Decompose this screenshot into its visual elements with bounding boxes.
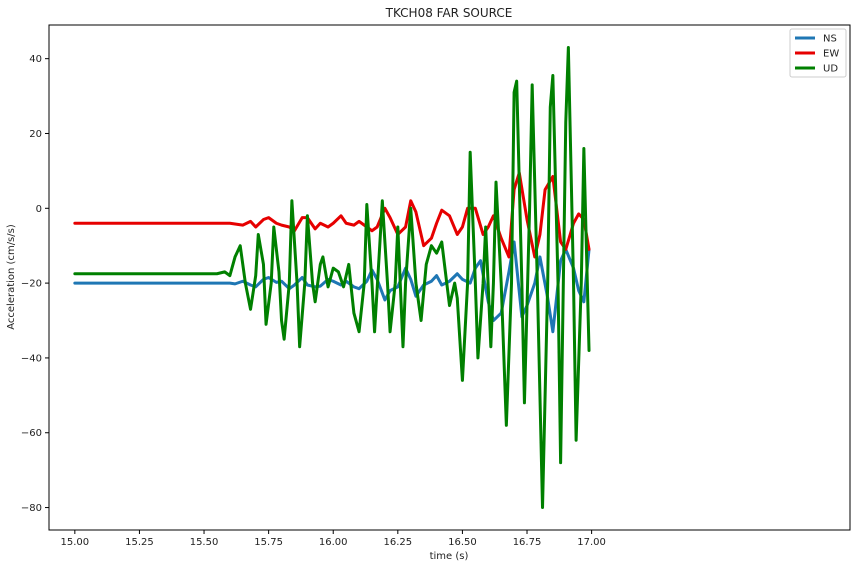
plot-frame	[48, 24, 851, 531]
chart-title: TKCH08 FAR SOURCE	[385, 6, 513, 20]
series-lines	[73, 45, 591, 510]
y-tick-label: 40	[29, 54, 42, 65]
y-tick-label: 0	[36, 204, 42, 215]
y-tick-label: −60	[21, 428, 42, 439]
series-line-ew	[73, 171, 591, 259]
legend-label-ns: NS	[823, 34, 837, 45]
legend-box	[789, 28, 847, 78]
x-tick-label: 17.00	[577, 537, 606, 548]
x-axis-label: time (s)	[430, 551, 469, 562]
legend-label-ud: UD	[823, 64, 838, 75]
x-tick-label: 16.25	[384, 537, 413, 548]
legend-label-ew: EW	[823, 49, 839, 60]
series-line-ns	[73, 240, 591, 334]
x-tick-label: 16.50	[448, 537, 477, 548]
x-tick-label: 15.75	[254, 537, 283, 548]
x-tick-label: 15.50	[190, 537, 219, 548]
x-axis-ticks: 15.00 15.25 15.50 15.75 16.00 16.25 16.50 16.75…	[61, 530, 606, 548]
x-tick-label: 15.00	[61, 537, 90, 548]
y-tick-label: 20	[29, 129, 42, 140]
legend: NS EW UD	[789, 28, 847, 78]
y-tick-label: −80	[21, 503, 42, 514]
x-tick-label: 16.75	[513, 537, 542, 548]
series-line-ud	[73, 45, 591, 510]
y-tick-label: −40	[21, 353, 42, 364]
x-tick-label: 15.25	[125, 537, 154, 548]
y-axis-label: Acceleration (cm/s/s)	[6, 224, 17, 330]
y-tick-label: −20	[21, 279, 42, 290]
y-axis-ticks: −80 −60 −40 −20 0 20 40	[21, 54, 49, 514]
x-tick-label: 16.00	[319, 537, 348, 548]
